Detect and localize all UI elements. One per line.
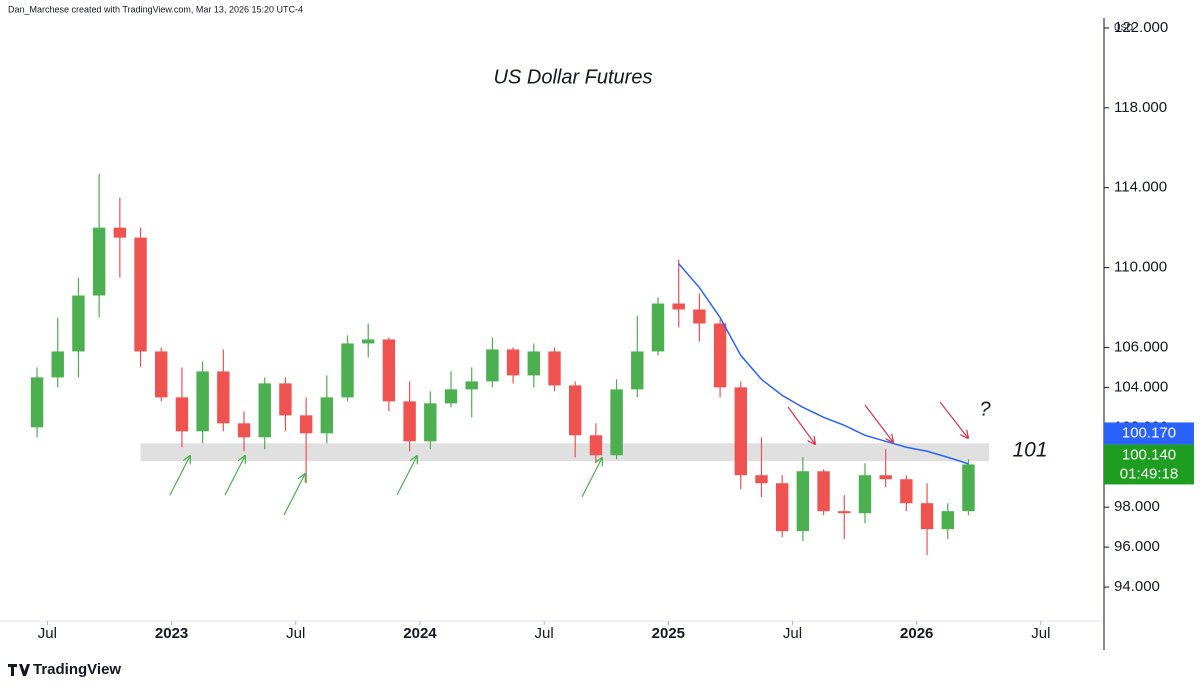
candle-body	[713, 323, 727, 388]
candle-body	[258, 383, 271, 438]
y-tick-label: 106.000	[1114, 338, 1168, 355]
candle-body	[30, 377, 44, 428]
y-tick-label: 98.000	[1114, 498, 1160, 515]
arrows	[169, 401, 968, 516]
candle-body	[175, 397, 189, 432]
candle-body	[237, 423, 251, 438]
candle-body	[486, 349, 499, 382]
arrow	[396, 456, 417, 496]
candle-body	[900, 479, 913, 504]
x-tick-label: Jul	[286, 625, 305, 642]
candle-body	[362, 339, 375, 344]
brand: TradingView	[33, 661, 121, 678]
candle-body	[817, 471, 830, 512]
arrow	[787, 406, 815, 444]
candle-body	[92, 227, 106, 296]
candle-body	[72, 295, 85, 352]
candle-body	[341, 343, 354, 398]
y-tick-label: 122.000	[1114, 19, 1168, 36]
arrow	[864, 404, 893, 442]
candle-body	[155, 351, 168, 398]
zone-layer	[140, 443, 990, 462]
candle-body	[920, 503, 934, 530]
header: Dan_Marchese created with TradingView.co…	[8, 4, 303, 14]
y-tick-label: 114.000	[1114, 179, 1167, 196]
x-tick-label: 2024	[403, 625, 437, 642]
candle-body	[568, 385, 582, 436]
moving-average	[678, 263, 969, 465]
arrow	[939, 401, 968, 438]
x-tick-label: 2025	[652, 625, 685, 642]
candle-body	[299, 415, 313, 434]
x-tick-label: Jul	[535, 625, 554, 642]
candle-body	[672, 303, 685, 310]
logo: TradingView	[8, 661, 121, 678]
arrow	[581, 458, 602, 498]
arrow	[224, 456, 245, 496]
candle-body	[962, 464, 975, 512]
x-tick-label: Jul	[1031, 625, 1050, 642]
x-tick-label: Jul	[783, 625, 802, 642]
candle-body	[548, 351, 561, 386]
candle-body	[134, 237, 147, 352]
candle-body	[279, 383, 292, 416]
candle-body	[796, 471, 810, 532]
candle-body	[734, 387, 747, 476]
candle-body	[444, 389, 458, 404]
x-tick-label: Jul	[38, 625, 57, 642]
annotation: ?	[979, 398, 991, 420]
candle-body	[879, 475, 892, 480]
chart-title: US Dollar Futures	[494, 66, 653, 88]
candle-body	[527, 351, 541, 376]
candle-body	[51, 351, 64, 378]
candle-body	[465, 381, 478, 390]
countdown: 01:49:18	[1120, 465, 1178, 482]
candle-body	[506, 349, 520, 376]
last-price-label: 100.140	[1122, 446, 1176, 463]
y-tick-label: 104.000	[1114, 378, 1168, 395]
last-price-box	[1104, 444, 1194, 485]
y-tick-label: 110.000	[1114, 259, 1167, 276]
candle-body	[858, 475, 872, 514]
currency: USD	[1114, 22, 1134, 32]
candle-layer	[30, 173, 975, 556]
zone-label: 101	[1012, 439, 1047, 462]
arrow	[283, 474, 305, 516]
candle-body	[403, 401, 416, 442]
candle-body	[631, 351, 644, 390]
support-zone	[140, 443, 990, 462]
y-tick-label: 94.000	[1114, 578, 1160, 595]
logo-icon	[8, 664, 30, 676]
candle-body	[424, 403, 437, 442]
candle-body	[651, 303, 665, 352]
candle-body	[610, 389, 623, 456]
x-tick-label: 2023	[155, 625, 188, 642]
x-tick-label: 2026	[900, 625, 933, 642]
candle-body	[775, 483, 789, 532]
candle-body	[755, 475, 768, 484]
ma-price-box	[1104, 422, 1194, 445]
candle-body	[113, 227, 127, 238]
candle-body	[382, 339, 396, 402]
candle-body	[589, 435, 603, 456]
y-tick-label: 96.000	[1114, 538, 1160, 555]
candle-body	[941, 511, 954, 530]
y-tick-label: 118.000	[1114, 99, 1167, 116]
ma-price-label: 100.170	[1122, 424, 1176, 441]
arrow	[169, 456, 190, 496]
candle-body	[217, 371, 230, 424]
candle-body	[320, 397, 334, 434]
candle-body	[196, 371, 209, 432]
candle-body	[693, 309, 706, 324]
candle-body	[838, 511, 851, 514]
